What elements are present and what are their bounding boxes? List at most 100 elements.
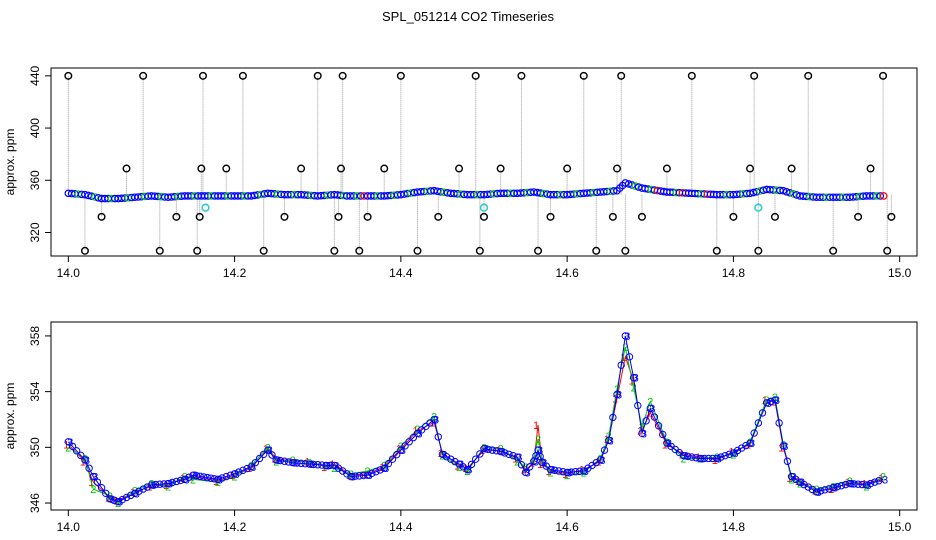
data-point: [255, 454, 264, 463]
outlier-point: [496, 164, 505, 173]
data-point: [767, 397, 775, 406]
data-point: [488, 446, 497, 454]
data-point: [746, 439, 754, 447]
series-marker-2: 2: [132, 486, 138, 498]
series-marker-2: 2: [535, 434, 541, 446]
data-point: [89, 472, 97, 481]
outlier-point: [172, 212, 181, 221]
data-point: [289, 458, 297, 467]
series-marker-1: 1: [363, 469, 369, 481]
outlier-point: [613, 164, 622, 173]
data-point: [210, 475, 219, 483]
data-point: [629, 374, 638, 382]
data-point: [442, 453, 451, 461]
series-marker-3: 3: [267, 445, 273, 457]
data-point: [322, 461, 330, 470]
data-point: [176, 476, 185, 485]
data-point: [638, 429, 646, 438]
data-point: [251, 458, 260, 467]
data-point: [77, 451, 85, 460]
data-point: [786, 189, 794, 197]
x-tick-label: 14.8: [722, 266, 746, 280]
y-axis-label: approx. ppm: [3, 383, 17, 450]
outlier-point: [729, 212, 738, 221]
data-point: [380, 464, 388, 472]
series-marker-1: 1: [878, 473, 884, 485]
series-marker-2: 2: [789, 474, 795, 486]
series-marker-3: 3: [109, 494, 115, 506]
data-point: [683, 452, 692, 461]
outlier-point: [754, 246, 763, 255]
data-point: [226, 471, 235, 479]
data-point: [837, 481, 846, 490]
data-point: [235, 468, 243, 476]
series-marker-3: 3: [67, 437, 73, 449]
series-marker-3: 3: [882, 474, 888, 486]
data-point: [609, 187, 618, 195]
series-marker-1: 1: [105, 492, 111, 504]
data-point: [347, 472, 355, 481]
data-point: [247, 463, 255, 471]
x-tick-label: 14.0: [57, 520, 81, 534]
series-marker-2: 2: [165, 481, 171, 493]
series-marker-3: 3: [849, 479, 855, 491]
outlier-point: [637, 212, 646, 221]
data-point: [605, 436, 613, 445]
data-point: [875, 477, 883, 485]
data-point: [484, 445, 492, 454]
data-point: [536, 452, 544, 461]
data-point: [72, 447, 81, 455]
data-point: [214, 475, 222, 484]
series-marker-3: 3: [599, 455, 605, 467]
series-marker-2: 2: [290, 455, 296, 467]
outlier-point: [592, 246, 601, 255]
data-point: [318, 461, 326, 469]
series-marker-3: 3: [616, 389, 622, 401]
data-point: [596, 456, 605, 464]
data-point: [821, 486, 829, 494]
outlier-point: [155, 246, 164, 255]
data-point: [571, 468, 580, 476]
series-marker-2: 2: [107, 491, 113, 503]
chart-title: SPL_051214 CO2 Timeseries: [382, 9, 554, 24]
x-tick-label: 14.4: [389, 266, 413, 280]
outlier-point: [259, 246, 268, 255]
data-point: [624, 180, 633, 188]
series-marker-2: 2: [631, 382, 637, 394]
data-point: [812, 488, 821, 496]
outlier-point: [563, 164, 572, 173]
series-marker-2: 2: [273, 456, 279, 468]
data-point: [575, 467, 584, 476]
series-marker-2: 2: [639, 421, 645, 433]
data-point: [521, 468, 530, 477]
data-point: [368, 469, 376, 478]
data-point: [829, 484, 837, 492]
data-point: [192, 472, 201, 480]
series-marker-2: 2: [813, 484, 819, 496]
data-point: [243, 464, 251, 473]
series-marker-2: 2: [348, 469, 354, 481]
data-point: [546, 465, 555, 474]
data-point: [447, 455, 455, 463]
series-marker-3: 3: [774, 395, 780, 407]
series-marker-2: 2: [647, 396, 653, 408]
data-point: [559, 468, 567, 476]
data-point: [218, 474, 226, 482]
x-tick-label: 14.0: [57, 266, 81, 280]
data-point: [301, 459, 309, 468]
data-point: [708, 454, 717, 463]
y-tick-label: 346: [28, 493, 42, 513]
series-marker-3: 3: [749, 438, 755, 450]
data-point: [779, 186, 788, 195]
data-point: [505, 450, 513, 458]
data-point: [280, 457, 289, 465]
outlier-point: [413, 246, 422, 255]
data-point: [264, 446, 272, 454]
series-marker-3: 3: [234, 469, 240, 481]
series-marker-2: 2: [190, 474, 196, 486]
outlier-point: [199, 71, 208, 80]
data-point: [114, 497, 122, 506]
outlier-point: [139, 71, 148, 80]
